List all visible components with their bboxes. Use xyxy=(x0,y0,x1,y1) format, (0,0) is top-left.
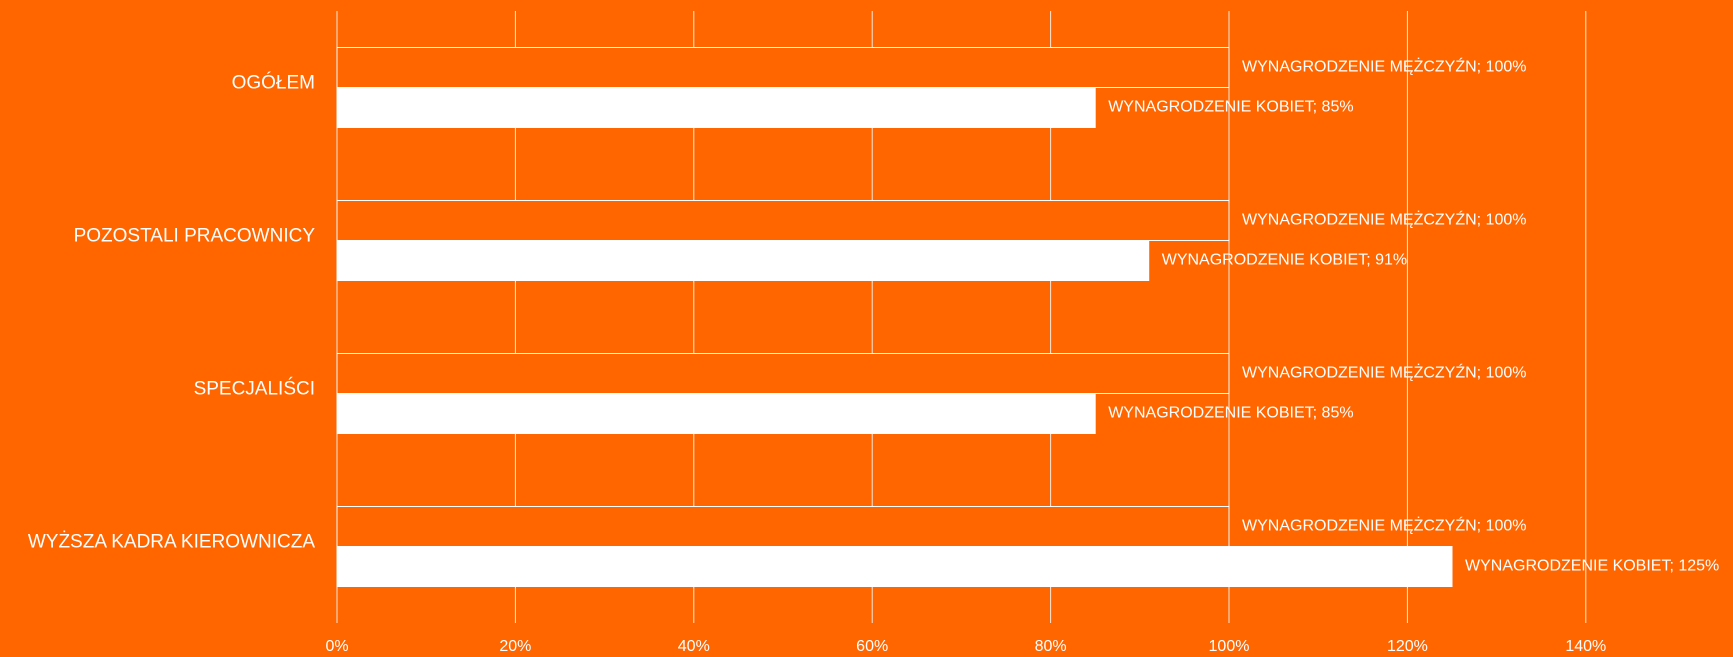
data-label: WYNAGRODZENIE KOBIET; 85% xyxy=(1108,405,1353,422)
y-tick-label: POZOSTALI PRACOWNICY xyxy=(74,226,316,247)
x-tick-label: 80% xyxy=(1035,638,1067,655)
x-tick-label: 120% xyxy=(1387,638,1428,655)
x-tick-label: 140% xyxy=(1565,638,1606,655)
data-label: WYNAGRODZENIE KOBIET; 85% xyxy=(1108,99,1353,116)
y-tick-label: SPECJALIŚCI xyxy=(194,378,315,400)
data-label: WYNAGRODZENIE MĘŻCZYŹN; 100% xyxy=(1242,363,1526,382)
x-tick-label: 100% xyxy=(1209,638,1250,655)
x-tick-label: 40% xyxy=(678,638,710,655)
y-tick-label: OGÓŁEM xyxy=(232,72,315,94)
bar xyxy=(336,506,1230,547)
data-label: WYNAGRODZENIE MĘŻCZYŹN; 100% xyxy=(1242,57,1526,76)
data-label: WYNAGRODZENIE KOBIET; 125% xyxy=(1465,558,1719,575)
bar xyxy=(336,353,1230,394)
bar xyxy=(336,47,1230,88)
bar xyxy=(336,393,1096,434)
x-tick-label: 0% xyxy=(325,638,348,655)
y-tick-label: WYŻSZA KADRA KIEROWNICZA xyxy=(28,532,315,553)
bar xyxy=(336,200,1230,241)
bar xyxy=(336,240,1150,281)
data-label: WYNAGRODZENIE MĘŻCZYŹN; 100% xyxy=(1242,210,1526,229)
x-tick-label: 20% xyxy=(499,638,531,655)
bar xyxy=(336,546,1453,587)
x-tick-label: 60% xyxy=(856,638,888,655)
data-label: WYNAGRODZENIE KOBIET; 91% xyxy=(1162,252,1407,269)
bar xyxy=(336,87,1096,128)
data-label: WYNAGRODZENIE MĘŻCZYŹN; 100% xyxy=(1242,516,1526,535)
